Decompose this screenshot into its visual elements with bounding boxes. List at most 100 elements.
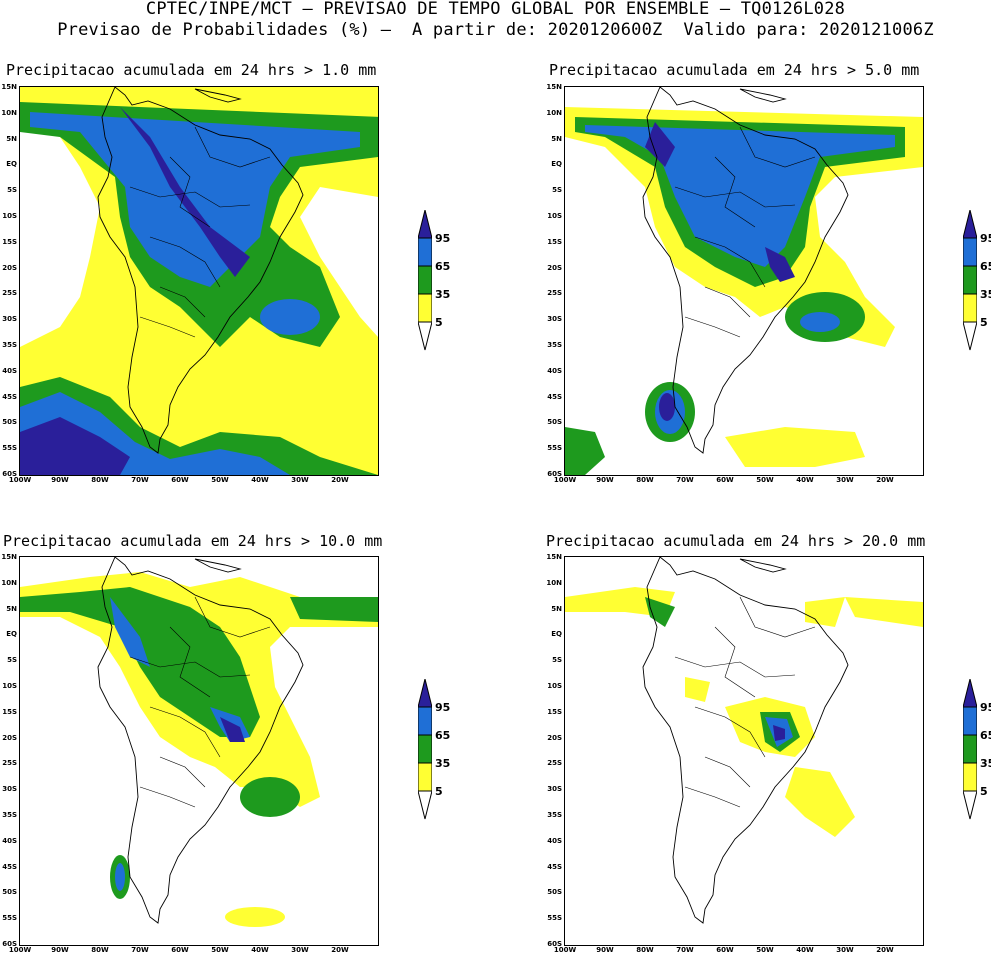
colorbar-1: 95 65 35 5: [417, 209, 464, 352]
colorbar-label: 95: [980, 701, 991, 714]
lat-label: 10S: [2, 212, 17, 220]
lon-label: 90W: [596, 946, 614, 954]
colorbar-3: 95 65 35 5: [417, 678, 464, 821]
lon-label: 30W: [836, 946, 854, 954]
lat-label: 5S: [552, 186, 562, 195]
map-panel-1: [19, 86, 379, 476]
colorbar-segment: [417, 790, 433, 820]
country-border: [704, 756, 751, 788]
lon-label: 20W: [331, 476, 349, 484]
colorbar-segment: [417, 293, 433, 323]
colorbar-segment: [962, 293, 978, 323]
lat-label: 45S: [547, 392, 562, 401]
lat-label: 5N: [6, 134, 17, 143]
lat-label: 50S: [547, 888, 562, 897]
probability-area: [260, 299, 320, 335]
country-border: [129, 656, 251, 678]
country-border: [149, 706, 221, 758]
colorbar-label: 95: [435, 232, 451, 245]
lat-label: EQ: [6, 160, 17, 169]
colorbar-segment: [417, 762, 433, 792]
colorbar-label: 95: [980, 232, 991, 245]
country-border: [159, 286, 206, 318]
panel-1-title: Precipitacao acumulada em 24 hrs > 1.0 m…: [6, 61, 377, 79]
lon-label: 20W: [331, 946, 349, 954]
lon-label: 100W: [8, 946, 32, 954]
colorbar-label: 5: [435, 316, 443, 329]
lat-label: 25S: [547, 289, 562, 298]
lat-label: 15S: [2, 237, 17, 246]
colorbar-segment: [417, 265, 433, 295]
lat-label: 10N: [546, 578, 562, 587]
country-border: [129, 186, 251, 208]
country-border: [704, 286, 751, 318]
colorbar-label: 65: [435, 260, 451, 273]
lat-label: 30S: [547, 315, 562, 324]
lon-label: 100W: [553, 946, 577, 954]
lat-label: 10N: [546, 108, 562, 117]
lat-label: 20S: [2, 263, 17, 272]
lat-label: 15N: [1, 553, 17, 561]
lat-label: 10N: [1, 108, 17, 117]
lat-label: 5S: [552, 656, 562, 665]
probability-area: [645, 122, 675, 167]
coastline: [642, 87, 849, 454]
lat-label: 20S: [547, 733, 562, 742]
country-border: [739, 596, 816, 638]
lat-label: 25S: [547, 759, 562, 768]
colorbar-label: 5: [435, 785, 443, 798]
lat-label: 5S: [7, 656, 17, 665]
panel-3-title: Precipitacao acumulada em 24 hrs > 10.0 …: [3, 532, 383, 550]
colorbar-segment: [417, 706, 433, 736]
lon-label: 40W: [796, 476, 814, 484]
country-border: [139, 786, 196, 808]
lat-label: 40S: [547, 836, 562, 845]
colorbar-svg: [962, 678, 978, 820]
lat-label: 35S: [2, 341, 17, 349]
colorbar-segment: [962, 237, 978, 267]
map-panel-4: [564, 556, 924, 946]
probability-area: [805, 597, 845, 627]
colorbar-svg: [962, 209, 978, 351]
lat-label: 25S: [2, 289, 17, 298]
country-border: [149, 236, 221, 288]
lat-label: 55S: [2, 914, 17, 923]
lon-label: 40W: [796, 946, 814, 954]
probability-area: [785, 767, 855, 837]
lat-label: 35S: [547, 811, 562, 819]
lon-label: 70W: [131, 946, 149, 954]
map-panel-2: [564, 86, 924, 476]
country-border: [714, 626, 756, 698]
colorbar-segment: [962, 706, 978, 736]
lat-label: 10S: [547, 682, 562, 690]
lat-label: 15S: [547, 707, 562, 716]
country-border: [169, 156, 211, 228]
map-svg-2: [565, 87, 923, 475]
colorbar-segment: [962, 762, 978, 792]
lon-label: 50W: [211, 476, 229, 484]
probability-area: [725, 427, 865, 467]
colorbar-label: 35: [435, 288, 451, 301]
probability-area: [115, 863, 125, 891]
colorbar-segment: [417, 678, 433, 708]
probability-area: [659, 393, 675, 421]
lon-label: 70W: [676, 946, 694, 954]
map-svg-1: [20, 87, 378, 475]
lon-label: 40W: [251, 476, 269, 484]
lat-label: 10S: [2, 682, 17, 690]
lat-label: 40S: [2, 836, 17, 845]
probability-area: [30, 112, 360, 287]
lon-label: 60W: [171, 476, 189, 484]
colorbar-2: 95 65 35 5: [962, 209, 991, 352]
country-border: [674, 186, 796, 208]
lat-label: 20S: [2, 733, 17, 742]
country-border: [159, 756, 206, 788]
lat-label: 20S: [547, 263, 562, 272]
probability-area: [290, 597, 378, 622]
lon-label: 50W: [211, 946, 229, 954]
country-border: [684, 786, 741, 808]
country-border: [694, 236, 766, 288]
colorbar-segment: [417, 209, 433, 239]
lon-label: 60W: [716, 946, 734, 954]
lon-label: 50W: [756, 476, 774, 484]
